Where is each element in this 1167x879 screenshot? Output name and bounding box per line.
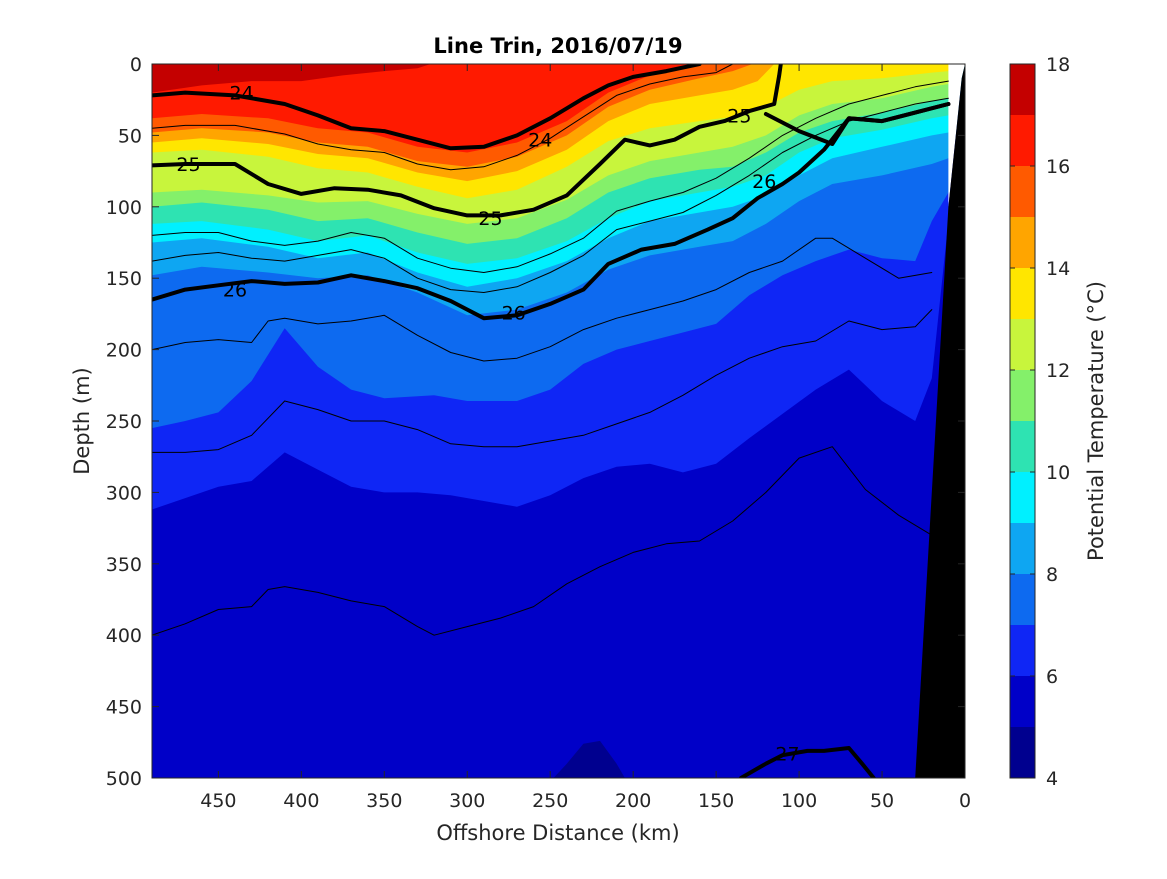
temperature-band-17 [152,64,431,93]
contour-label-25: 25 [727,105,751,127]
density-contour-27 [739,746,876,778]
density-contour-minor [152,309,933,453]
x-tick-label: 400 [283,790,319,812]
x-tick-label: 100 [781,790,817,812]
colorbar-title: Potential Temperature (°C) [1084,281,1108,561]
bathymetry [915,64,965,778]
x-tick-label: 250 [532,790,568,812]
density-contour-minor [152,446,933,636]
density-contour-minor [152,237,933,362]
y-tick-label: 0 [130,54,142,76]
contour-label-24: 24 [528,130,552,152]
y-tick-label: 200 [106,340,142,362]
density-contour-layer [152,64,951,778]
contour-label-24: 24 [230,83,254,105]
colorbar: 4 6 8 10 12 14 16 18 [1009,54,1070,790]
density-contour-minor [152,97,949,293]
colorbar-tick-label: 8 [1046,564,1058,586]
contour-label-25: 25 [176,154,200,176]
y-tick-label: 300 [106,482,142,504]
x-axis-title: Offshore Distance (km) [436,821,679,845]
colorbar-tick-label: 10 [1046,462,1070,484]
x-tick-label: 200 [615,790,651,812]
y-tick-label: 50 [118,125,142,147]
colorbar-swatch [1010,421,1035,472]
colorbar-swatch [1010,319,1035,370]
density-contour-25 [152,64,783,218]
x-tick-label: 150 [698,790,734,812]
colorbar-tick-label: 4 [1046,768,1058,790]
contour-label-26: 26 [223,280,247,302]
colorbar-tick-label: 18 [1046,54,1070,76]
unsampled-region [948,64,965,207]
plot-area: 24 24 25 25 25 26 26 26 27 [152,64,965,778]
x-tick-label: 300 [449,790,485,812]
y-tick-label: 250 [106,411,142,433]
density-contour-24 [152,64,702,151]
colorbar-tick-label: 6 [1046,666,1058,688]
y-axis-ticks: 0 50 100 150 200 250 300 350 400 450 500 [106,54,965,790]
contour-label-25: 25 [478,208,502,230]
contour-label-27: 27 [775,744,799,766]
x-tick-label: 0 [959,790,971,812]
chart-title: Line Trin, 2016/07/19 [433,34,682,58]
x-tick-label: 350 [366,790,402,812]
y-tick-label: 500 [106,768,142,790]
colorbar-swatch [1010,574,1035,625]
colorbar-tick-label: 14 [1046,258,1070,280]
bathymetry-layer [915,64,965,778]
colorbar-swatch [1010,217,1035,268]
y-axis-title: Depth (m) [70,367,94,474]
colorbar-swatch [1010,472,1035,523]
density-contour-minor [152,80,949,273]
colorbar-swatch [1010,268,1035,319]
colorbar-frame [1009,63,1036,779]
contour-label-26: 26 [502,302,526,324]
x-tick-label: 450 [200,790,236,812]
colorbar-swatch [1010,676,1035,727]
density-contour-26 [152,102,951,321]
colorbar-swatch [1010,64,1035,115]
y-tick-label: 150 [106,268,142,290]
unsampled-layer [948,64,965,207]
colorbar-swatch [1010,370,1035,421]
contour-label-layer: 24 24 25 25 25 26 26 26 27 [176,83,799,766]
y-tick-label: 400 [106,625,142,647]
x-tick-label: 50 [870,790,894,812]
colorbar-swatch [1010,727,1035,778]
y-tick-label: 450 [106,697,142,719]
colorbar-swatch [1010,523,1035,574]
y-tick-label: 100 [106,197,142,219]
temperature-band-4 [553,740,625,778]
density-contour-minor [152,64,734,171]
colorbar-tick-label: 12 [1046,360,1070,382]
y-tick-label: 350 [106,554,142,576]
colorbar-swatch [1010,625,1035,676]
temperature-band-16 [152,64,692,153]
x-axis-ticks: 450 400 350 300 250 200 150 100 50 0 [200,64,971,812]
colorbar-swatch [1010,166,1035,217]
colorbar-swatch [1010,115,1035,166]
colorbar-tick-label: 16 [1046,156,1070,178]
contour-label-26: 26 [752,171,776,193]
